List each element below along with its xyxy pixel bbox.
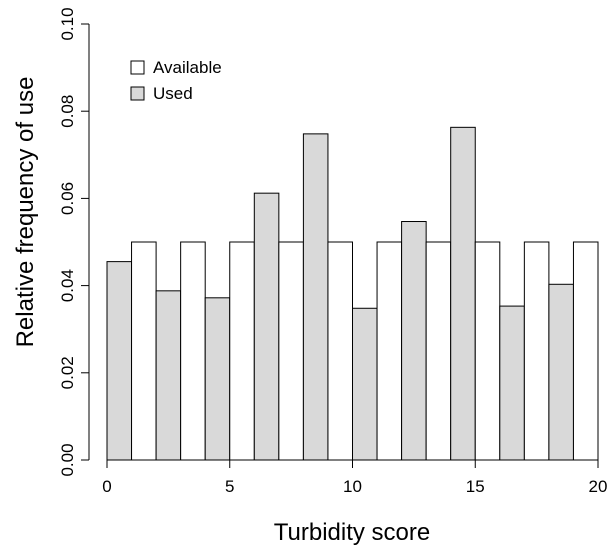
legend-swatch-available — [130, 60, 145, 75]
y-ticks-group: 0.00 0.02 0.04 0.06 0.08 0.10 — [58, 7, 89, 477]
x-tick-label: 5 — [225, 477, 234, 496]
x-tick-label: 10 — [343, 477, 362, 496]
bar-used-7 — [401, 221, 427, 461]
y-tick-label: 0.08 — [58, 95, 77, 128]
x-tick-label: 0 — [102, 477, 111, 496]
legend-label-available: Available — [153, 58, 222, 77]
bar-used-6 — [352, 307, 378, 461]
bar-available-5 — [327, 241, 354, 461]
legend: Available Used — [130, 58, 222, 103]
y-tick-label: 0.04 — [58, 269, 77, 302]
bar-available-10 — [572, 241, 599, 461]
bar-used-4 — [253, 192, 280, 461]
bar-used-3 — [204, 297, 231, 461]
bar-available-7 — [425, 241, 452, 461]
legend-swatch-used — [130, 86, 145, 101]
x-tick-label: 15 — [466, 477, 485, 496]
bar-available-3 — [229, 241, 255, 461]
bar-available-8 — [474, 241, 501, 461]
x-tick-label: 20 — [589, 477, 608, 496]
legend-label-used: Used — [153, 84, 193, 103]
x-ticks-group: 0 5 10 15 20 — [102, 460, 607, 496]
bar-available-6 — [376, 241, 403, 461]
bar-used-1 — [106, 261, 133, 461]
bar-available-1 — [131, 241, 157, 461]
bar-used-9 — [499, 305, 525, 461]
bar-used-8 — [450, 126, 476, 461]
y-tick-label: 0.10 — [58, 7, 77, 40]
bar-used-10 — [548, 283, 574, 461]
y-tick-label: 0.06 — [58, 182, 77, 215]
y-axis-label: Relative frequency of use — [12, 77, 39, 348]
bars-group — [106, 126, 599, 461]
bar-available-2 — [180, 241, 206, 461]
y-tick-label: 0.02 — [58, 356, 77, 389]
bar-available-9 — [523, 241, 550, 461]
bar-available-4 — [278, 241, 304, 461]
bar-used-2 — [155, 290, 182, 461]
y-tick-label: 0.00 — [58, 443, 77, 476]
bar-used-5 — [302, 133, 329, 461]
x-axis-label: Turbidity score — [274, 519, 431, 546]
